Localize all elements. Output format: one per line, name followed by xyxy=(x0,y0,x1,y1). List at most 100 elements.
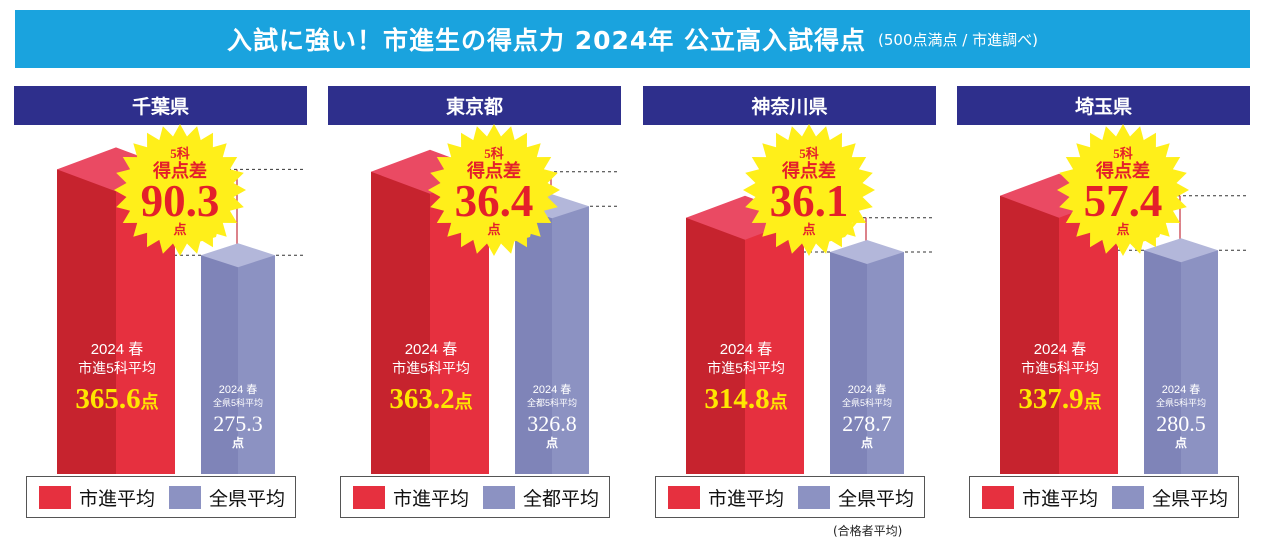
legend: 市進平均 全県平均 xyxy=(969,476,1239,518)
panel-title: 埼玉県 xyxy=(957,86,1250,125)
bar-prefecture-label-line1: 2024 春 xyxy=(1162,383,1201,396)
bar-prefecture-label-line2: 全都5科平均 xyxy=(527,397,577,408)
legend-label-prefecture: 全県平均 xyxy=(209,487,286,510)
legend: 市進平均 全県平均 xyxy=(26,476,296,518)
panel-title: 神奈川県 xyxy=(643,86,936,125)
bar-prefecture-label-line1: 2024 春 xyxy=(848,383,887,396)
bar-ichishin xyxy=(1000,195,1059,474)
bar-prefecture xyxy=(1144,250,1181,474)
legend-label-prefecture: 全県平均 xyxy=(1152,487,1229,510)
bar-ichishin xyxy=(57,169,116,474)
diff-unit: 点 xyxy=(173,222,186,237)
bar-ichishin xyxy=(686,217,745,474)
bar-prefecture-label-line1: 2024 春 xyxy=(533,383,572,396)
diff-value: 36.1 xyxy=(770,176,849,226)
legend-swatch-ichishin xyxy=(39,485,71,509)
bar-prefecture-top xyxy=(1144,238,1218,263)
bar-prefecture-face xyxy=(552,206,589,474)
legend-label-ichishin: 市進平均 xyxy=(1022,487,1099,510)
legend-label-prefecture: 全県平均 xyxy=(838,487,915,510)
diff-caption-line1: 5科 xyxy=(484,146,504,161)
legend: 市進平均 全都平均 xyxy=(340,476,610,518)
diff-value: 90.3 xyxy=(141,176,220,226)
bar-ichishin-value-label: 314.8点 xyxy=(704,383,787,415)
bar-prefecture-value-label: 326.8 xyxy=(527,411,577,436)
diff-unit: 点 xyxy=(1116,222,1129,237)
diff-caption-line1: 5科 xyxy=(1113,146,1133,161)
bar-ichishin-label-line1: 2024 春 xyxy=(720,341,773,358)
diff-caption-line2: 得点差 xyxy=(466,160,521,181)
legend-label-ichishin: 市進平均 xyxy=(393,487,470,510)
bar-ichishin-value-label: 365.6点 xyxy=(75,383,158,415)
legend-swatch-prefecture xyxy=(798,485,831,509)
bar-prefecture-unit-label: 点 xyxy=(1175,435,1187,450)
bar-prefecture-label-line2: 全県5科平均 xyxy=(842,397,892,408)
diff-unit: 点 xyxy=(802,222,815,237)
legend-label-ichishin: 市進平均 xyxy=(79,487,156,510)
diff-caption-line2: 得点差 xyxy=(152,160,207,181)
diff-unit: 点 xyxy=(487,222,500,237)
diff-starburst xyxy=(114,124,246,256)
panel-title: 千葉県 xyxy=(14,86,307,125)
legend: 市進平均 全県平均 xyxy=(655,476,925,518)
legend-swatch-ichishin xyxy=(982,485,1014,509)
bar-prefecture-label-line2: 全県5科平均 xyxy=(1156,397,1206,408)
bar-prefecture-label-line2: 全県5科平均 xyxy=(213,397,263,408)
diff-caption-line2: 得点差 xyxy=(781,160,836,181)
bar-prefecture-top xyxy=(830,239,904,264)
banner-title: 入試に強い！市進生の得点力 2024年 公立高入試得点 xyxy=(227,26,867,55)
panel-tokyo: 東京都 2024 春市進5科平均 363.2点 2024 春全都5科平均 326.8 点… xyxy=(328,86,621,532)
bar-ichishin-face xyxy=(745,217,804,474)
bar-prefecture-unit-label: 点 xyxy=(232,435,244,450)
bar-prefecture-face xyxy=(1181,250,1218,474)
bar-prefecture-unit-label: 点 xyxy=(546,435,558,450)
bar-prefecture-label-line1: 2024 春 xyxy=(219,383,258,396)
banner-subtitle: (500点満点 / 市進調べ) xyxy=(878,30,1038,49)
panel-title: 東京都 xyxy=(328,86,621,125)
title-banner: 入試に強い！市進生の得点力 2024年 公立高入試得点 (500点満点 / 市進… xyxy=(15,10,1250,68)
bar-ichishin xyxy=(371,171,430,474)
bar-prefecture-top xyxy=(201,243,275,268)
bar-prefecture-value-label: 280.5 xyxy=(1156,411,1206,436)
diff-caption-line1: 5科 xyxy=(799,146,819,161)
bar-prefecture-unit-label: 点 xyxy=(861,435,873,450)
legend-swatch-ichishin xyxy=(668,485,700,509)
bar-prefecture xyxy=(515,206,552,474)
bar-ichishin-label-line1: 2024 春 xyxy=(1034,341,1087,358)
bar-prefecture-value-label: 275.3 xyxy=(213,411,263,436)
legend-swatch-prefecture xyxy=(483,485,516,509)
panel-saitama: 埼玉県 2024 春市進5科平均 337.9点 2024 春全県5科平均 280.5 点… xyxy=(957,86,1250,532)
bar-prefecture-face xyxy=(238,255,275,474)
legend-footnote: (合格者平均) xyxy=(833,524,903,538)
bar-prefecture xyxy=(201,255,238,474)
bar-prefecture-value-label: 278.7 xyxy=(842,411,892,436)
bar-ichishin-value-label: 363.2点 xyxy=(389,383,472,415)
bar-ichishin-value-label: 337.9点 xyxy=(1018,383,1101,415)
legend-swatch-ichishin xyxy=(353,485,385,509)
bar-ichishin-label-line1: 2024 春 xyxy=(91,341,144,358)
legend-label-ichishin: 市進平均 xyxy=(708,487,785,510)
bar-prefecture xyxy=(830,251,867,474)
bar-ichishin-label-line2: 市進5科平均 xyxy=(392,360,470,376)
diff-starburst xyxy=(428,124,560,256)
legend-swatch-prefecture xyxy=(1112,485,1145,509)
bar-ichishin-label-line2: 市進5科平均 xyxy=(707,360,785,376)
legend-swatch-prefecture xyxy=(169,485,202,509)
bar-ichishin-label-line1: 2024 春 xyxy=(405,341,458,358)
diff-starburst xyxy=(743,124,875,256)
diff-caption-line2: 得点差 xyxy=(1095,160,1150,181)
bar-ichishin-label-line2: 市進5科平均 xyxy=(1021,360,1099,376)
legend-label-prefecture: 全都平均 xyxy=(523,487,600,510)
panel-chiba: 千葉県 2024 春市進5科平均 365.6点 2024 春全県5科平均 275.3 点… xyxy=(14,86,307,532)
diff-value: 36.4 xyxy=(455,176,534,226)
bar-prefecture-face xyxy=(867,251,904,474)
panel-kanagawa: 神奈川県 2024 春市進5科平均 314.8点 2024 春全県5科平均 278.7… xyxy=(643,86,936,538)
diff-value: 57.4 xyxy=(1084,176,1163,226)
diff-caption-line1: 5科 xyxy=(170,146,190,161)
bar-ichishin-label-line2: 市進5科平均 xyxy=(78,360,156,376)
diff-starburst xyxy=(1057,124,1189,256)
